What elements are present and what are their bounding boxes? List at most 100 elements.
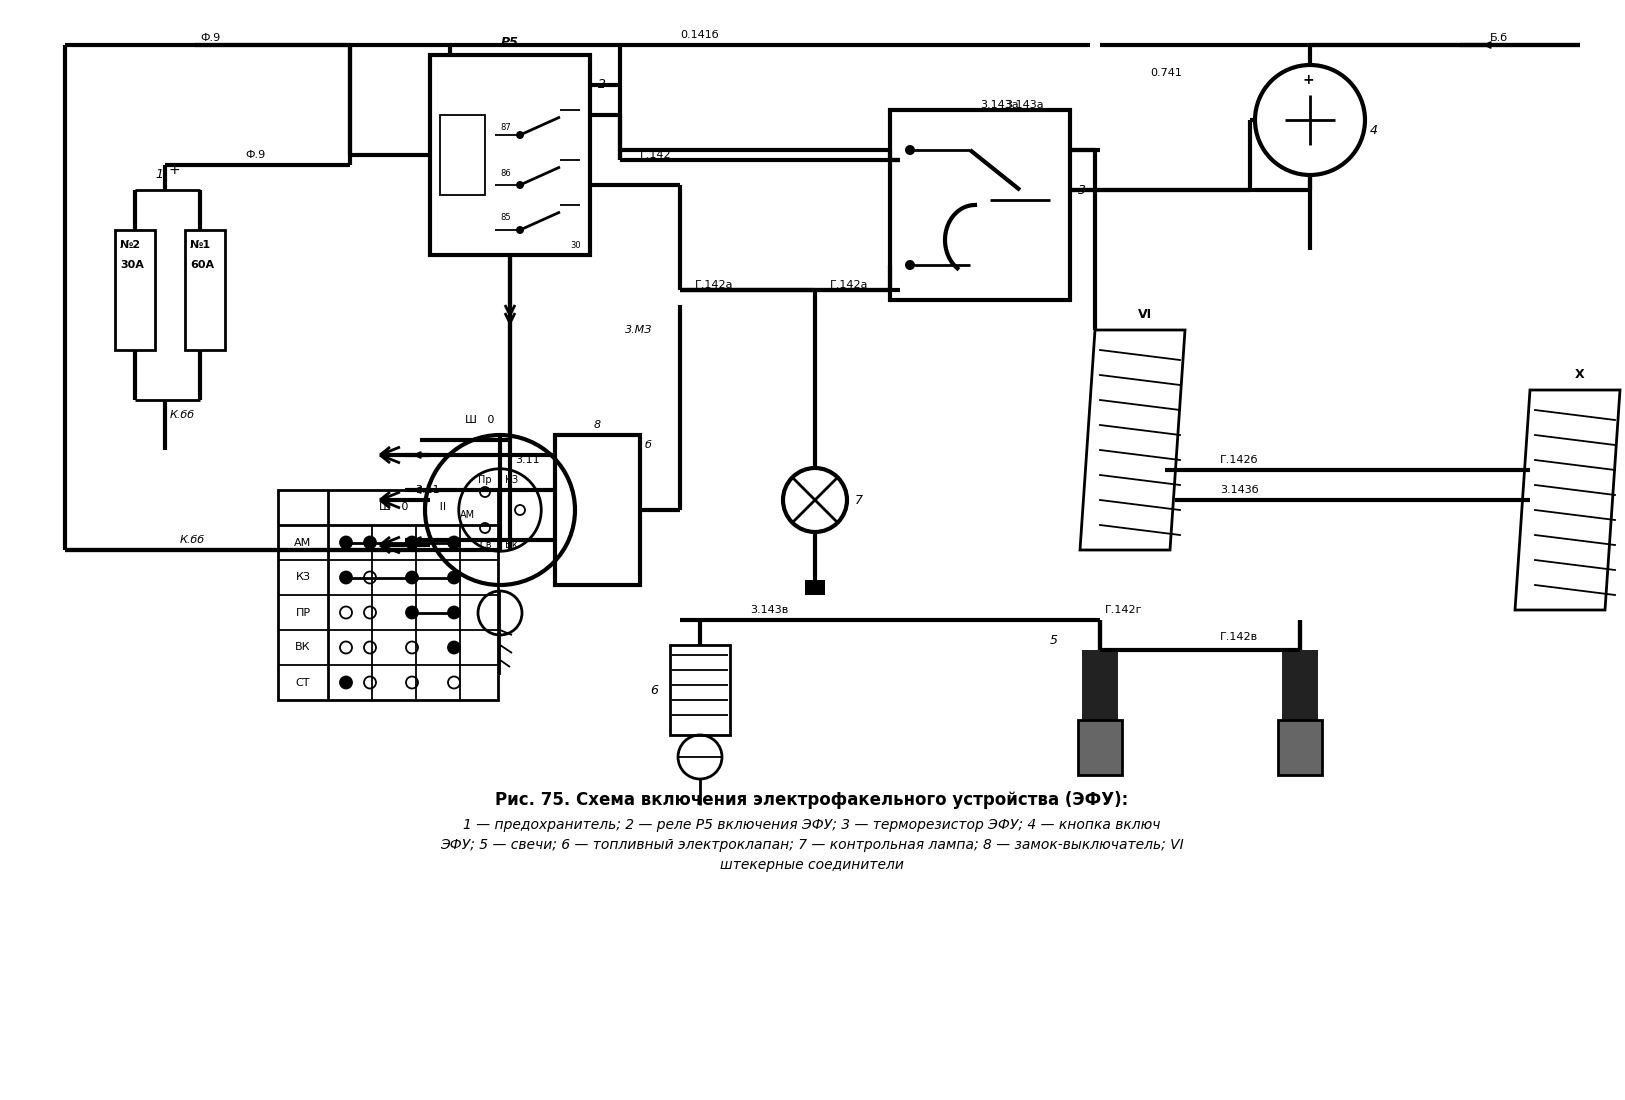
Text: Вк: Вк [505,540,518,550]
Text: ВК: ВК [296,642,310,652]
Bar [1077,720,1121,775]
Text: 60А: 60А [190,260,214,270]
Circle shape [515,505,525,515]
Bar [670,645,730,735]
Circle shape [517,226,523,234]
Text: 30А: 30А [120,260,145,270]
Text: КЗ: КЗ [505,475,518,485]
Circle shape [449,676,460,689]
Text: Ш   0    I: Ш 0 I [465,415,512,425]
Text: Г.142: Г.142 [640,150,671,160]
Text: 3.143в: 3.143в [751,605,788,615]
Text: ПР: ПР [296,607,310,617]
Circle shape [364,641,375,653]
Text: +: + [167,163,180,177]
Text: Рис. 75. Схема включения электрофакельного устройства (ЭФУ):: Рис. 75. Схема включения электрофакельно… [496,791,1129,808]
Text: 3.143б: 3.143б [1220,485,1259,495]
Circle shape [364,606,375,618]
Text: К.бб: К.бб [180,535,205,544]
Text: Ш   0    I    II: Ш 0 I II [380,502,447,512]
Bar [115,230,154,350]
Bar [431,55,590,255]
Circle shape [340,537,353,549]
Circle shape [364,537,375,549]
Circle shape [517,182,523,189]
Bar [185,230,224,350]
Text: №2: №2 [120,240,141,250]
Text: 1 — предохранитель; 2 — реле Р5 включения ЭФУ; 3 — терморезистор ЭФУ; 4 — кнопка: 1 — предохранитель; 2 — реле Р5 включени… [463,818,1160,832]
Text: 3.11: 3.11 [515,455,540,465]
Circle shape [340,641,353,653]
Bar [278,490,497,700]
Text: Г.142в: Г.142в [1220,632,1258,642]
Text: 0.741: 0.741 [1150,68,1181,78]
Circle shape [479,487,491,497]
Text: б: б [645,440,652,450]
Text: 8: 8 [593,420,601,430]
Text: СТ: СТ [296,678,310,688]
Text: 3.МЗ: 3.МЗ [626,324,652,336]
Bar [891,110,1069,300]
Bar [1277,720,1323,775]
Text: Г.142а: Г.142а [696,280,733,290]
Circle shape [406,676,418,689]
Circle shape [449,572,460,583]
Text: 3.143а: 3.143а [980,100,1019,110]
Circle shape [406,572,418,583]
Text: ЭФУ; 5 — свечи; 6 — топливный электроклапан; 7 — контрольная лампа; 8 — замок-вы: ЭФУ; 5 — свечи; 6 — топливный электрокла… [440,838,1185,853]
Text: КЗ: КЗ [296,572,310,583]
Text: АМ: АМ [294,538,312,548]
Text: Г.142а: Г.142а [830,280,868,290]
Circle shape [340,572,353,583]
Text: X: X [1575,368,1584,382]
Text: P5: P5 [500,36,518,50]
Circle shape [517,131,523,139]
Text: 0.141б: 0.141б [679,30,718,40]
Circle shape [406,606,418,618]
Text: 5: 5 [1050,634,1058,647]
Polygon shape [1514,390,1620,611]
Text: Ф.9: Ф.9 [200,33,221,43]
Text: Г.142б: Г.142б [1220,455,1258,465]
Circle shape [449,641,460,653]
Text: Св: Св [479,540,492,550]
Text: 85: 85 [500,213,510,222]
Text: №1: №1 [190,240,211,250]
Text: 2: 2 [598,78,606,91]
Circle shape [905,145,915,155]
Text: 3.11: 3.11 [414,485,440,495]
Circle shape [340,676,353,689]
Circle shape [905,260,915,270]
Text: 7: 7 [855,494,863,506]
Circle shape [449,606,460,618]
Text: 86: 86 [500,168,510,177]
Text: 30: 30 [570,241,580,250]
Text: Пр: Пр [478,475,492,485]
Text: 1: 1 [154,168,162,182]
Circle shape [406,537,418,549]
Text: 3.143а: 3.143а [1004,100,1043,110]
Text: 6: 6 [650,683,658,696]
Text: 3: 3 [1077,184,1086,197]
Text: Ф.9: Ф.9 [245,150,265,160]
Bar [804,580,826,595]
Text: Б.б: Б.б [1490,33,1508,43]
Text: 87: 87 [500,122,510,132]
Circle shape [364,676,375,689]
Circle shape [479,522,491,534]
Circle shape [340,606,353,618]
Circle shape [364,572,375,583]
Text: Г.142г: Г.142г [1105,605,1142,615]
Text: К.бб: К.бб [171,410,195,420]
Text: АМ: АМ [460,510,474,520]
Bar [1282,650,1318,721]
Text: +: + [1302,73,1313,87]
Text: VI: VI [1138,308,1152,321]
Bar [1082,650,1118,721]
Circle shape [406,641,418,653]
Bar [440,116,484,195]
Text: 4: 4 [1370,123,1378,136]
Circle shape [449,537,460,549]
Text: штекерные соединители: штекерные соединители [720,858,904,872]
Bar [556,434,640,585]
